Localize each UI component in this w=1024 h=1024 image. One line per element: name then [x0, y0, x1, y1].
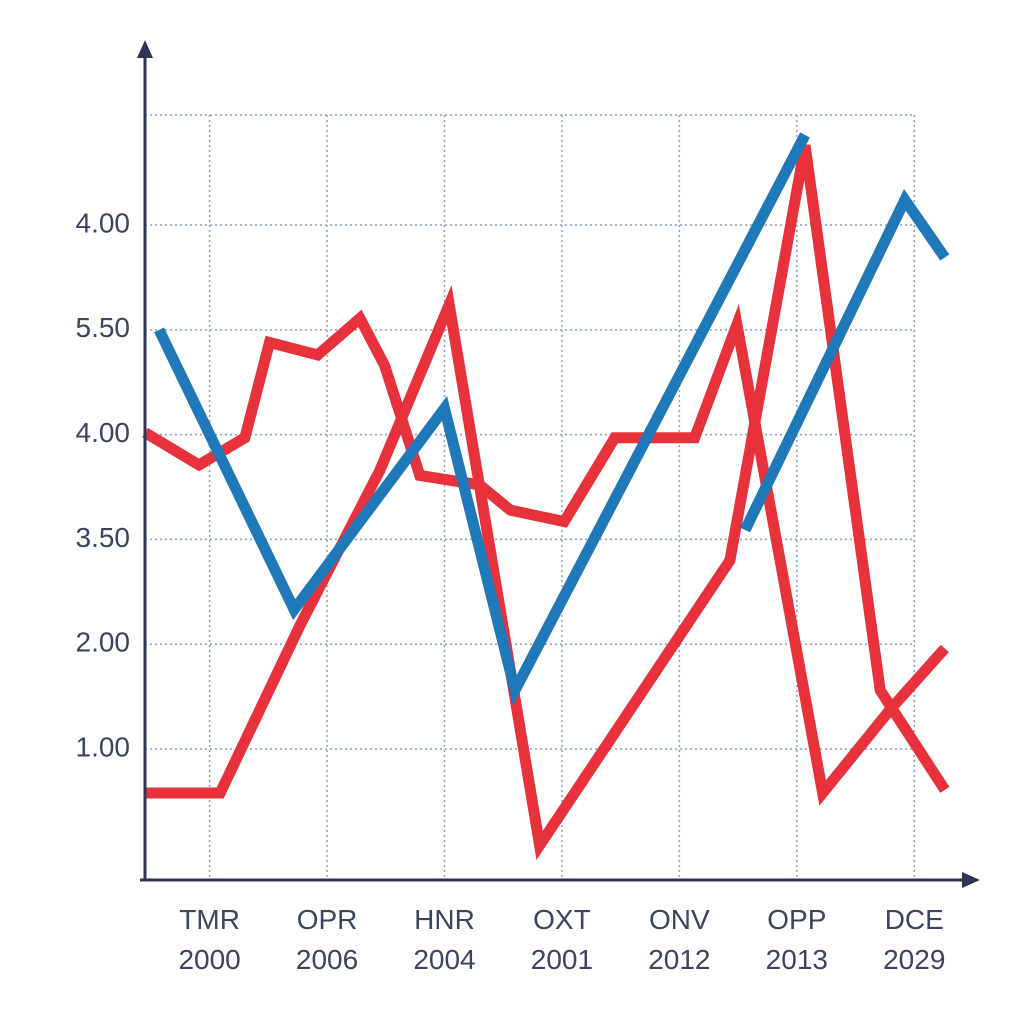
- series-line: [145, 144, 950, 861]
- x-axis-arrow: [962, 872, 980, 888]
- y-tick-label: 1.00: [76, 731, 131, 762]
- y-tick-label: 4.00: [76, 417, 131, 448]
- x-tick-label: ONV 2012: [648, 904, 711, 975]
- y-tick-label: 4.00: [76, 207, 131, 238]
- x-tick-label: OPR 2006: [295, 904, 359, 975]
- y-tick-label: 2.00: [76, 627, 131, 658]
- y-axis-arrow: [137, 40, 153, 58]
- x-tick-label: DCE 2029: [883, 904, 946, 975]
- x-tick-label: OXT 2001: [530, 904, 594, 975]
- x-tick-label: HNR 2004: [413, 904, 476, 975]
- x-tick-label: OPP 2013: [765, 904, 828, 975]
- y-tick-label: 3.50: [76, 522, 131, 553]
- series-line: [154, 132, 950, 706]
- y-tick-label: 5.50: [76, 312, 131, 343]
- x-tick-label: TMR 2000: [178, 904, 241, 975]
